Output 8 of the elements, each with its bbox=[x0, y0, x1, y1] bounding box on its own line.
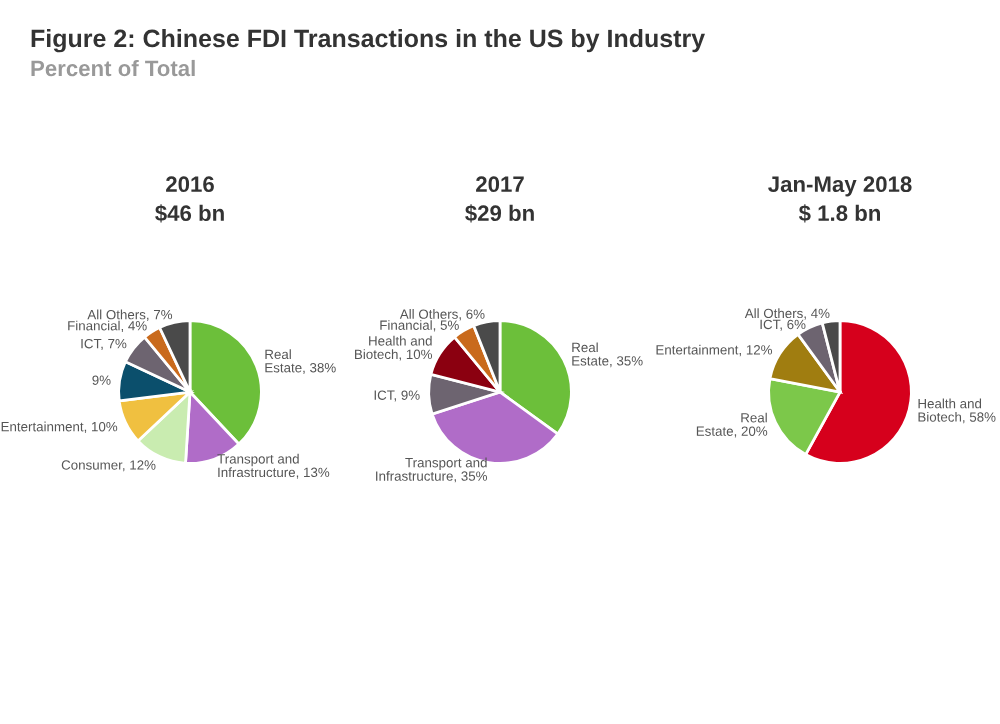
text: Percent of Total bbox=[31, 59, 195, 77]
chart-title: 2016 bbox=[166, 176, 214, 193]
chart-subtitle: $46 bn bbox=[155, 204, 224, 223]
chart-title: 2017 bbox=[476, 176, 524, 193]
chart-title: Jan-May 2018 bbox=[768, 176, 912, 197]
caption: Figure 2: Chinese FDI Transactions in the US by Industry bbox=[31, 28, 705, 53]
chart-subtitle: $ 1.8 bn bbox=[798, 204, 880, 223]
chart-subtitle: $29 bn bbox=[465, 204, 534, 223]
